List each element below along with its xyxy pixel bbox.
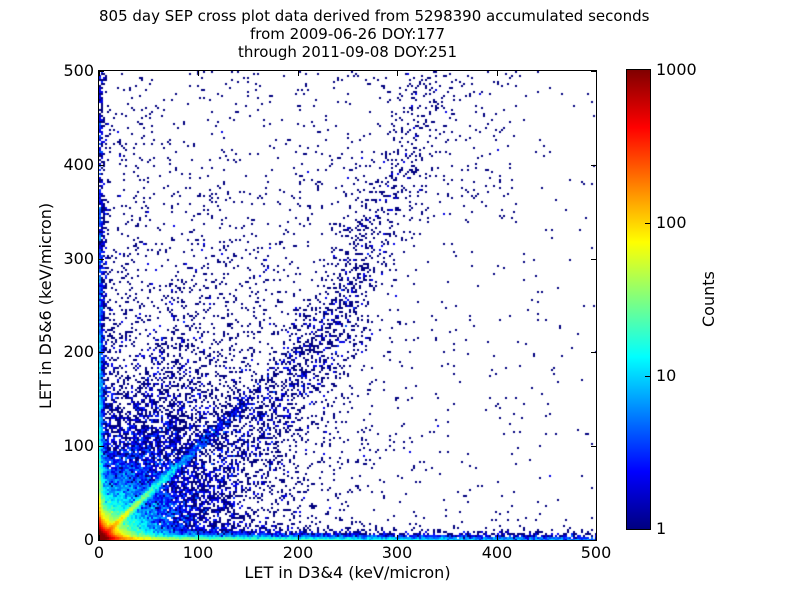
tick-mark	[298, 71, 299, 76]
y-axis-label: LET in D5&6 (keV/micron)	[36, 202, 55, 409]
tick-mark	[591, 259, 596, 260]
tick-mark	[99, 71, 104, 72]
chart-title: 805 day SEP cross plot data derived from…	[99, 7, 650, 61]
x-tick-label: 400	[481, 543, 513, 562]
scatter-heatmap-canvas	[99, 71, 596, 540]
tick-mark	[591, 446, 596, 447]
tick-mark	[596, 71, 597, 76]
colorbar-tick-label: 1	[656, 519, 667, 538]
colorbar-tick-mark	[645, 376, 650, 377]
colorbar-tick-label: 10	[656, 366, 677, 385]
x-tick-label: 0	[93, 543, 105, 562]
tick-mark	[99, 446, 104, 447]
tick-mark	[591, 165, 596, 166]
x-tick-label: 500	[580, 543, 612, 562]
y-tick-label: 400	[63, 155, 94, 174]
tick-mark	[591, 352, 596, 353]
y-tick-label: 200	[63, 342, 94, 361]
colorbar-tick-mark	[645, 223, 650, 224]
tick-mark	[497, 71, 498, 76]
y-tick-label: 100	[63, 436, 94, 455]
tick-mark	[99, 352, 104, 353]
x-axis-label: LET in D3&4 (keV/micron)	[244, 563, 451, 582]
tick-mark	[99, 259, 104, 260]
y-tick-label: 300	[63, 249, 94, 268]
tick-mark	[591, 71, 596, 72]
colorbar-tick-label: 1000	[656, 60, 697, 79]
colorbar	[626, 69, 651, 530]
x-tick-label: 200	[282, 543, 314, 562]
tick-mark	[99, 71, 100, 76]
x-tick-label: 100	[182, 543, 214, 562]
tick-mark	[99, 540, 104, 541]
colorbar-tick-label: 100	[656, 213, 687, 232]
tick-mark	[591, 540, 596, 541]
tick-mark	[497, 535, 498, 540]
tick-mark	[99, 535, 100, 540]
tick-mark	[397, 71, 398, 76]
title-line-3: through 2011-09-08 DOY:251	[237, 43, 458, 61]
y-tick-label: 500	[63, 61, 94, 80]
tick-mark	[298, 535, 299, 540]
colorbar-label: Counts	[699, 271, 718, 328]
colorbar-gradient	[627, 70, 650, 529]
y-tick-label: 0	[83, 530, 94, 549]
title-line-1: 805 day SEP cross plot data derived from…	[99, 7, 650, 25]
tick-mark	[397, 535, 398, 540]
x-tick-label: 300	[381, 543, 413, 562]
title-line-2: from 2009-06-26 DOY:177	[249, 25, 445, 43]
tick-mark	[99, 165, 104, 166]
tick-mark	[198, 535, 199, 540]
plot-area	[98, 70, 597, 541]
tick-mark	[596, 535, 597, 540]
tick-mark	[198, 71, 199, 76]
